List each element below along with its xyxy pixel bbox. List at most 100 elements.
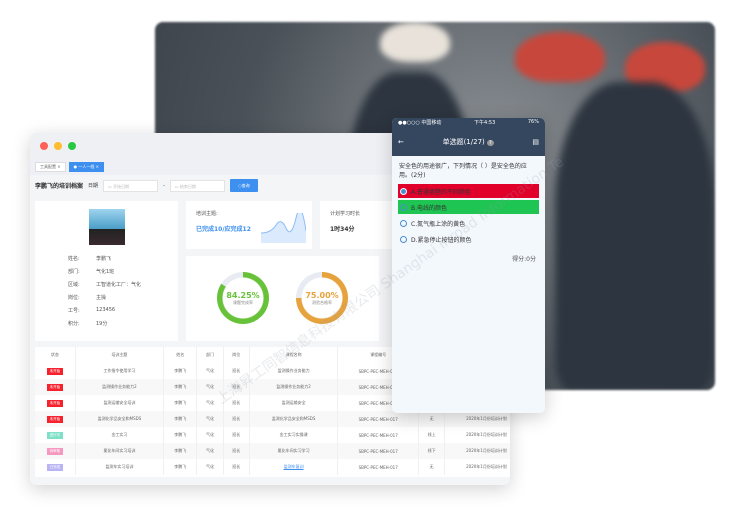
field-value: 主操 (96, 295, 107, 301)
table-cell: 气化 (196, 459, 224, 475)
field-value: 工智道化工厂：气化 (96, 282, 142, 288)
table-cell: 气化 (196, 395, 224, 411)
status-bar: ●●○○○ 中国移动 下午4:53 76% (392, 118, 545, 128)
help-icon[interactable]: ? (487, 140, 494, 146)
column-header: 状态 (35, 347, 76, 363)
date-separator: - (163, 182, 165, 189)
status-cell: 进行中 (35, 427, 76, 443)
answer-option[interactable]: D.紧急停止按钮的颜色 (398, 232, 539, 246)
answer-option[interactable]: C.氮气瓶上涂的黄色 (398, 216, 539, 230)
table-row[interactable]: 未开始 监测化学品安全和MSDS 李鹏飞 气化 班长 监测化学品安全和MSDS SBPC-P… (35, 411, 510, 427)
table-cell: 气化 (196, 411, 224, 427)
ring-label: 测验合格率 (312, 299, 332, 305)
table-cell: 无 (418, 411, 446, 427)
clock: 下午4:53 (474, 120, 496, 126)
tab-label: 工具配置 (40, 164, 56, 169)
table-cell: 监测化学品安全和MSDS (249, 411, 339, 427)
field-key: 工号: (68, 308, 80, 314)
status-badge: 未开始 (46, 383, 64, 391)
status-cell: 待审核 (35, 443, 76, 459)
table-cell: 线上 (418, 427, 446, 443)
table-cell: 班长 (223, 379, 250, 395)
status-badge: 未开始 (46, 399, 64, 407)
table-cell: 李鹏飞 (163, 379, 198, 395)
carrier: ●●○○○ 中国移动 (398, 120, 442, 126)
answer-card-icon[interactable]: ▤ (532, 138, 539, 146)
table-cell: 监测操作业务能力2 (75, 379, 165, 395)
minimize-dot[interactable] (54, 142, 62, 150)
hours-label: 计划学习时长 (330, 211, 361, 217)
table-cell: 班长 (223, 459, 250, 475)
close-dot[interactable] (40, 142, 48, 150)
query-button[interactable]: ○ 查询 (229, 179, 258, 192)
status-cell: 已完成 (35, 459, 76, 475)
date-label: 日期 (88, 183, 99, 189)
topic-label: 培训主题: (196, 211, 218, 217)
page-title: 李鹏飞的培训档案 (35, 183, 84, 190)
query-label: 查询 (241, 182, 250, 188)
table-cell: 监测运输安全培训 (75, 395, 165, 411)
table-cell: 李鹏飞 (163, 395, 198, 411)
status-cell: 未开始 (35, 363, 76, 379)
field-key: 积分: (68, 321, 80, 327)
hours-value: 1时34分 (330, 226, 355, 233)
table-cell[interactable]: 监测车复训 (249, 459, 339, 475)
column-header: 姓名 (163, 347, 198, 363)
table-cell: 气化 (196, 443, 224, 459)
table-cell: 班长 (223, 411, 250, 427)
radio-icon (400, 203, 407, 211)
start-date-input[interactable]: ▭ 开始日期 (103, 179, 159, 192)
ring-label: 课题完成率 (233, 299, 253, 305)
table-cell: 无 (418, 459, 446, 475)
table-cell: 氯化车间实习学习 (249, 443, 339, 459)
radio-icon (400, 219, 407, 227)
status-badge: 未开始 (46, 367, 64, 375)
rates-card: 84.25% 课题完成率 75.00% 测验合格率 (186, 256, 379, 341)
mobile-quiz: ●●○○○ 中国移动 下午4:53 76% ← 单选题(1/27) ? ▤ 安全… (392, 118, 545, 413)
status-cell: 未开始 (35, 411, 76, 427)
field-value: 19分 (96, 321, 108, 327)
status-cell: 未开始 (35, 379, 76, 395)
answer-option[interactable]: B.电线的颜色 (398, 200, 539, 214)
trend-sparkline (261, 213, 306, 243)
option-label: B.电线的颜色 (411, 204, 448, 212)
tab-profile[interactable]: ● 一人一档 × (68, 162, 105, 172)
topic-card: 培训主题: 已完成10/应完成12 (186, 201, 312, 249)
table-cell: 金工实习实操课 (249, 427, 339, 443)
table-cell: 班长 (223, 363, 250, 379)
table-row[interactable]: 已完成 监测车实习培训 李鹏飞 气化 班长 监测车复训 SBPC-PEC-MEH-017 无 2… (35, 459, 510, 475)
back-arrow-icon[interactable]: ← (398, 138, 404, 146)
topic-value: 已完成10/应完成12 (196, 226, 251, 233)
table-cell: 监测操作业务能力2 (249, 379, 339, 395)
option-label: D.紧急停止按钮的颜色 (411, 236, 472, 244)
table-cell: 2020年1月份培训计划 (444, 459, 510, 475)
status-badge: 未开始 (46, 415, 64, 423)
quiz-title: 单选题(1/27) (442, 138, 485, 146)
table-row[interactable]: 待审核 氯化车间实习培训 李鹏飞 气化 班长 氯化车间实习学习 SBPC-PEC-MEH-0… (35, 443, 510, 459)
profile-field: 部门: 气化1班 (68, 268, 178, 275)
table-cell: 气化 (196, 379, 224, 395)
question-text: 安全色的用途很广，下列情况（ ）是安全色的应用。(2分) (399, 163, 527, 179)
column-header: 部门 (196, 347, 224, 363)
table-cell: 李鹏飞 (163, 459, 198, 475)
profile-field: 岗位: 主操 (68, 294, 178, 301)
answer-option[interactable]: A.普通墙壁的不同颜色 (398, 184, 539, 198)
maximize-dot[interactable] (68, 142, 76, 150)
field-key: 姓名: (68, 256, 80, 262)
table-cell: 班长 (223, 427, 250, 443)
tab-tool-config[interactable]: 工具配置 × (35, 162, 66, 172)
avatar (88, 209, 125, 245)
table-cell: 李鹏飞 (163, 363, 198, 379)
table-cell: 工作指令使用学习 (75, 363, 165, 379)
course-completion-ring: 84.25% 课题完成率 (217, 272, 269, 324)
table-cell: 气化 (196, 363, 224, 379)
table-row[interactable]: 进行中 金工实习 李鹏飞 气化 班长 金工实习实操课 SBPC-PEC-MEH-017 线上 2… (35, 427, 510, 443)
status-cell: 未开始 (35, 395, 76, 411)
table-cell: SBPC-PEC-MEH-017 (337, 443, 420, 459)
table-cell: 李鹏飞 (163, 411, 198, 427)
end-date-input[interactable]: ▭ 结束日期 (169, 179, 225, 192)
profile-field: 姓名: 李鹏飞 (68, 255, 178, 262)
table-cell: 2020年1月份培训计划 (444, 427, 510, 443)
table-cell: 金工实习 (75, 427, 165, 443)
tab-label: 一人一档 (78, 164, 95, 169)
